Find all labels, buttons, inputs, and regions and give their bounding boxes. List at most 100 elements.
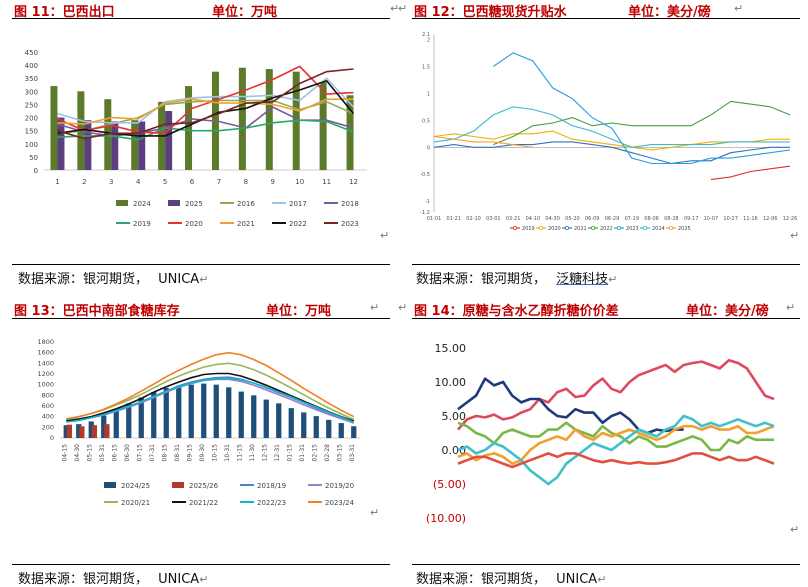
bar-2024 (185, 86, 193, 170)
source-prefix: 数据来源：银河期货， (18, 272, 149, 287)
bar-2024 (346, 95, 354, 170)
legend-label: 2021 (237, 220, 255, 228)
series-line-2021/22 (66, 372, 355, 422)
chart-13-bottom-rule (12, 564, 390, 565)
series-line-2021 (433, 141, 790, 165)
y-tick-label: 1 (427, 91, 430, 97)
bar-2025/26 (91, 425, 98, 438)
series-line-2022/23 (66, 377, 355, 423)
series-line-2024 (433, 106, 790, 148)
legend-label: 2018/19 (257, 482, 286, 490)
y-tick-label: 1400 (37, 359, 54, 367)
legend-label: 2019/20 (325, 482, 354, 490)
series-line-5 (457, 414, 775, 486)
x-tick-label: 09-17 (684, 216, 699, 222)
y-tick-label: 250 (25, 101, 38, 109)
x-tick-label: 04-30 (545, 216, 560, 222)
y-tick-label: 5.00 (442, 410, 467, 423)
bar-2025 (84, 120, 92, 170)
y-tick-label: 200 (25, 115, 38, 123)
bar-2025 (138, 121, 146, 170)
x-tick-label: 03-01 (486, 216, 501, 222)
series-line-2019 (710, 165, 791, 181)
series-line-2023 (492, 52, 791, 165)
source-name: UNICA (158, 572, 200, 587)
x-tick-label: 2 (82, 178, 86, 186)
y-tick-label: 10.00 (435, 376, 467, 389)
return-mark: ↵ (370, 301, 380, 314)
x-tick-label: 12-06 (763, 216, 778, 222)
series-line-2016 (57, 99, 354, 135)
x-tick-label: 01-15 (286, 444, 293, 462)
source-name: UNICA (556, 572, 598, 587)
chart-14-unit: 单位：美分/磅 (686, 304, 769, 319)
chart-12-title: 图 12：巴西糖现货升贴水 (414, 5, 567, 20)
legend-label: 2022 (600, 226, 613, 232)
x-tick-label: 07-19 (625, 216, 640, 222)
chart-12-unit: 单位：美分/磅 (628, 5, 711, 20)
return-mark: ↵ (786, 301, 796, 314)
x-tick-label: 11-30 (249, 444, 256, 462)
chart-13-source: 数据来源：银河期货， UNICA↵ (18, 568, 208, 587)
bar-2024/25 (238, 391, 244, 438)
legend-label: 2022/23 (257, 499, 286, 507)
x-tick-label: 5 (163, 178, 167, 186)
x-tick-label: 10 (295, 178, 304, 186)
x-tick-label: 02-28 (324, 444, 331, 462)
y-tick-label: (10.00) (426, 512, 466, 525)
x-tick-label: 3 (109, 178, 113, 186)
y-tick-label: 350 (25, 75, 38, 83)
legend-label: 2024 (133, 200, 151, 208)
legend-label: 2021 (574, 226, 587, 232)
return-mark: ↵ (790, 523, 800, 536)
x-tick-label: 11-16 (743, 216, 758, 222)
legend-marker (513, 225, 518, 230)
bar-2025/26 (79, 426, 85, 438)
y-tick-label: 50 (29, 154, 38, 162)
bar-2024 (265, 69, 273, 170)
x-tick-label: 08-28 (664, 216, 679, 222)
bar-2024/25 (163, 387, 169, 438)
legend-label: 2025 (678, 226, 691, 232)
legend-label: 2025/26 (189, 482, 219, 490)
bar-2024 (238, 67, 246, 170)
legend-label: 2024 (652, 226, 665, 232)
chart-11-unit: 单位：万吨 (212, 5, 278, 20)
series-line-4 (457, 424, 775, 465)
y-tick-label: 1000 (37, 381, 54, 389)
bar-2024/25 (201, 383, 207, 438)
x-tick-label: 06-15 (111, 444, 118, 462)
legend-marker (539, 225, 544, 230)
series-line-2020 (57, 65, 354, 135)
x-tick-label: 10-31 (224, 444, 231, 462)
y-tick-label: 1800 (37, 338, 54, 346)
chart-13-unit: 单位：万吨 (266, 304, 332, 319)
x-tick-label: 05-15 (86, 444, 93, 462)
source-link[interactable]: 泛糖科技 (556, 272, 609, 287)
x-tick-label: 8 (244, 178, 248, 186)
x-tick-label: 12-26 (783, 216, 798, 222)
bar-2024/25 (188, 384, 194, 438)
bar-2024/25 (138, 397, 144, 438)
legend-swatch (172, 482, 184, 488)
y-tick-label: 450 (25, 49, 38, 57)
bar-2025/26 (66, 424, 73, 438)
legend-label: 2023 (341, 220, 359, 228)
return-mark: ↵ (608, 273, 618, 286)
chart-14-top-rule (412, 318, 800, 319)
source-prefix: 数据来源：银河期货， (416, 272, 547, 287)
x-tick-label: 01-21 (447, 216, 462, 222)
legend-marker (642, 225, 647, 230)
return-mark: ↵ (370, 506, 380, 519)
bar-2024/25 (151, 392, 157, 438)
series-line-2023/24 (66, 351, 355, 420)
series-line-2017 (57, 77, 355, 124)
series-line-2020/21 (66, 362, 355, 421)
y-tick-label: 2.1 (422, 32, 430, 38)
bar-2024/25 (313, 416, 319, 438)
bar-2024/25 (338, 423, 344, 438)
x-tick-label: 08-15 (161, 444, 168, 462)
x-tick-label: 7 (217, 178, 221, 186)
series-line-2019/20 (66, 378, 355, 424)
chart-12-bottom-rule (412, 264, 800, 265)
